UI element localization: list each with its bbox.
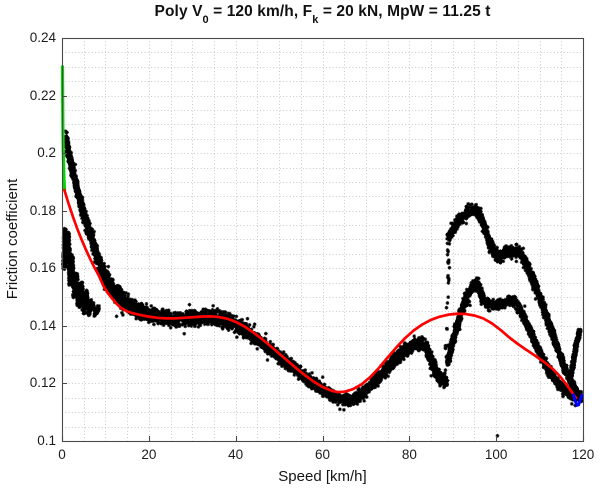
x-tick-label: 120	[571, 447, 595, 462]
x-tick-label: 40	[228, 447, 244, 462]
x-tick-label: 60	[314, 447, 331, 462]
y-tick-label: 0.16	[29, 260, 56, 276]
title-text: = 120 km/h, F	[208, 3, 313, 20]
title-text: = 20 kN, MpW = 11.25 t	[318, 3, 491, 20]
y-tick-label: 0.22	[29, 87, 56, 103]
y-axis-label: Friction coefficient	[4, 178, 21, 300]
x-tick-label: 80	[401, 447, 417, 462]
x-tick-label: 20	[141, 447, 157, 462]
y-tick-label: 0.2	[37, 145, 56, 161]
y-tick-label: 0.14	[29, 317, 56, 333]
chart-title: Poly V0 = 120 km/h, Fk = 20 kN, MpW = 11…	[62, 3, 583, 27]
x-tick-label: 100	[484, 447, 508, 462]
y-tick-label: 0.24	[29, 30, 56, 45]
y-tick-label: 0.12	[29, 375, 56, 391]
title-subscript: k	[312, 14, 319, 27]
x-tick-label: 0	[58, 447, 66, 462]
title-subscript: 0	[202, 14, 209, 27]
y-tick-label: 0.1	[37, 433, 56, 448]
y-tick-label: 0.18	[29, 202, 56, 218]
x-axis-label: Speed [km/h]	[278, 468, 367, 485]
title-text: Poly V	[154, 3, 203, 20]
